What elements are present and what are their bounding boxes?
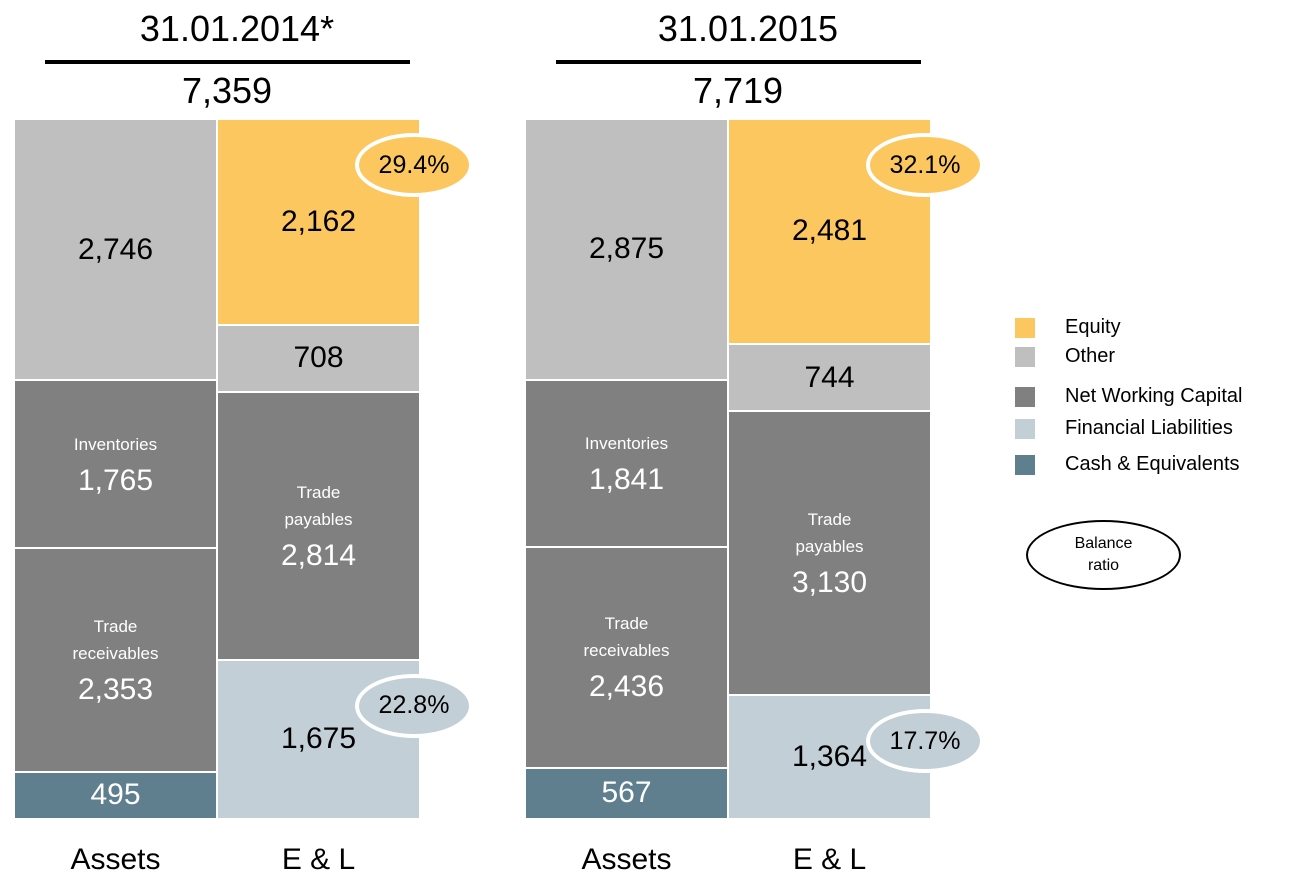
- segment-label: Inventories: [73, 434, 158, 454]
- legend-swatch: [1015, 419, 1035, 439]
- legend-label: Other: [1065, 345, 1116, 367]
- ratio-label: 29.4%: [378, 150, 450, 179]
- bar-segment: 2,875: [526, 120, 727, 379]
- x-tick-label: Assets: [581, 843, 672, 876]
- panel-title: 31.01.2015: [657, 8, 839, 49]
- ratio-key-label: Balance ratio: [1074, 535, 1133, 574]
- segment-value: 1,364: [791, 740, 868, 774]
- x-tick-label: E & L: [792, 843, 867, 876]
- ratio-label: 32.1%: [889, 150, 961, 179]
- segment-value: 2,814: [280, 538, 357, 572]
- balance-ratio: 29.4%: [355, 133, 473, 197]
- balance-ratio: 32.1%: [866, 133, 984, 197]
- segment-value: 2,162: [280, 204, 357, 238]
- segment-value: 495: [90, 778, 141, 812]
- bar-segment: 567: [526, 768, 727, 818]
- bar-segment: Trade payables 2,814: [218, 392, 419, 659]
- segment-value: 2,481: [791, 214, 868, 248]
- segment-label: Trade payables: [284, 482, 353, 529]
- legend-swatch: [1015, 387, 1035, 407]
- x-tick-label: Assets: [70, 843, 161, 876]
- segment-label: Trade receivables: [72, 616, 159, 663]
- segment-value: 567: [601, 776, 652, 810]
- legend-swatch: [1015, 347, 1035, 367]
- segment-value: 2,875: [588, 232, 665, 266]
- legend-label: Financial Liabilities: [1065, 417, 1233, 439]
- panel-total: 7,359: [181, 70, 273, 111]
- bar-segment: 2,481: [729, 120, 930, 343]
- legend-swatch: [1015, 318, 1035, 338]
- segment-value: 1,841: [588, 462, 665, 496]
- segment-value: 2,353: [77, 672, 154, 706]
- ratio-label: 17.7%: [889, 726, 961, 755]
- segment-label: Trade receivables: [583, 614, 670, 661]
- bar-segment: Trade receivables 2,353: [15, 549, 216, 771]
- balance-ratio: 17.7%: [866, 709, 984, 774]
- panel-total: 7,719: [692, 70, 784, 111]
- bar-segment: 495: [15, 772, 216, 818]
- title-rule: [45, 60, 410, 64]
- segment-label: Trade payables: [795, 510, 864, 557]
- title-rule: [556, 60, 921, 64]
- legend-label: Equity: [1065, 316, 1121, 338]
- legend-swatch: [1015, 455, 1035, 475]
- segment-value: 744: [804, 360, 855, 394]
- legend-label: Net Working Capital: [1065, 385, 1243, 407]
- bar-segment: 708: [218, 325, 419, 391]
- segment-value: 1,765: [77, 463, 154, 497]
- ratio-label: 22.8%: [378, 691, 450, 720]
- legend-label: Cash & Equivalents: [1065, 453, 1240, 475]
- panel-title: 31.01.2014*: [139, 8, 335, 49]
- bar-segment: 2,746: [15, 120, 216, 380]
- x-tick-label: E & L: [281, 843, 356, 876]
- segment-value: 1,675: [280, 722, 357, 756]
- segment-label: Inventories: [584, 433, 669, 453]
- ratio-key: Balance ratio: [1026, 520, 1181, 590]
- segment-value: 2,746: [77, 232, 154, 266]
- segment-value: 2,436: [588, 670, 665, 704]
- segment-value: 708: [293, 341, 344, 375]
- bar-segment: 744: [729, 344, 930, 411]
- bar-segment: Trade payables 3,130: [729, 412, 930, 695]
- bar-segment: Trade receivables 2,436: [526, 547, 727, 767]
- balance-ratio: 22.8%: [355, 673, 473, 738]
- segment-value: 3,130: [791, 566, 868, 600]
- bar-segment: Inventories 1,841: [526, 380, 727, 546]
- bar-segment: Inventories 1,765: [15, 381, 216, 548]
